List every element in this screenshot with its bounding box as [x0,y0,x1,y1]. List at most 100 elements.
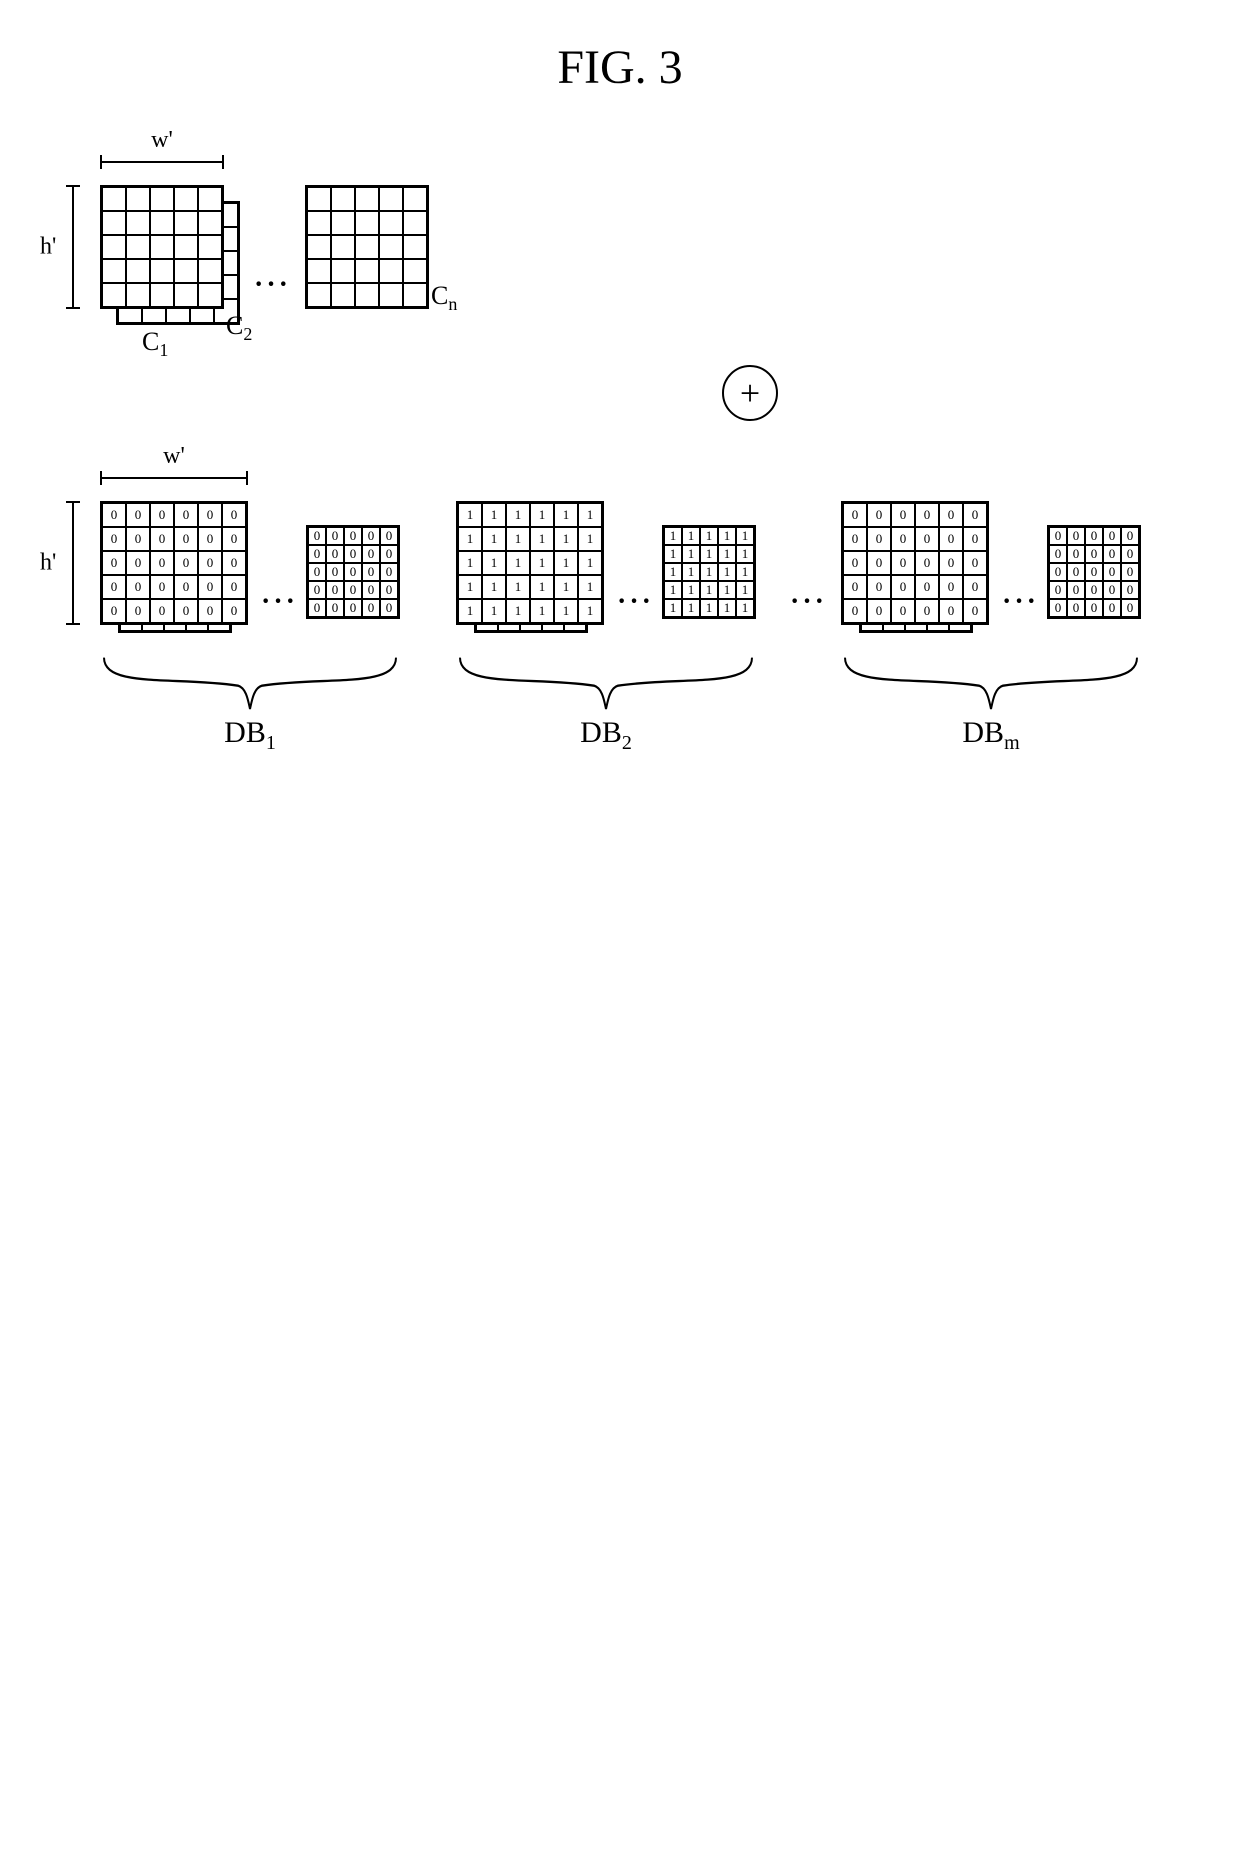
matrix-cell: 1 [458,503,482,527]
matrix-cell: 0 [1049,599,1067,617]
matrix-cell: 0 [150,503,174,527]
matrix-cell: 0 [915,503,939,527]
matrix-cell [174,211,198,235]
matrix-cell [331,211,355,235]
db-stack: 1111111111111111111111111111111111111111… [456,501,609,643]
matrix-cell: 0 [963,575,987,599]
label: DB1 [224,716,276,755]
plus-operator: + [722,365,778,421]
matrix-cell: 0 [939,551,963,575]
matrix-cell: 0 [326,581,344,599]
matrix-cell [102,211,126,235]
matrix-cell: 0 [915,599,939,623]
matrix-cell: 0 [891,503,915,527]
matrix-cell: 1 [664,599,682,617]
matrix-cell: 0 [198,503,222,527]
matrix-cell [126,211,150,235]
channel-stack: C1C2h'w' [100,185,240,325]
matrix-cell: 0 [174,527,198,551]
matrix-cell: 0 [939,575,963,599]
row-db-groups: 0000000000000000000000000000000000000000… [100,471,1220,643]
matrix-cell: 0 [915,575,939,599]
matrix-cell [403,259,427,283]
matrix-cell [126,283,150,307]
matrix-cell: 0 [362,581,380,599]
dim-w: w' [100,471,248,485]
db-stack: 0000000000000000000000000 [306,525,400,619]
matrix-cell [379,211,403,235]
matrix-cell: 0 [1121,599,1139,617]
matrix-cell: 0 [1067,581,1085,599]
matrix-cell [174,187,198,211]
matrix-cell: 0 [222,599,246,623]
matrix-cell: 1 [530,503,554,527]
matrix-cell: 0 [326,527,344,545]
matrix-cell [126,259,150,283]
matrix-cell: 1 [458,551,482,575]
matrix-cell: 0 [150,575,174,599]
matrix-cell: 1 [736,599,754,617]
matrix-cell [403,187,427,211]
matrix-cell: 1 [664,563,682,581]
figure-title: FIG. 3 [20,40,1220,95]
matrix-cell: 0 [1067,527,1085,545]
ellipsis: ··· [790,586,827,618]
matrix-cell: 0 [963,599,987,623]
matrix-cell [307,187,331,211]
matrix-cell: 0 [843,599,867,623]
matrix-cell: 0 [963,527,987,551]
matrix-cell: 1 [530,527,554,551]
matrix-cell: 1 [578,503,602,527]
matrix-cell: 0 [308,581,326,599]
matrix-cell: 1 [506,503,530,527]
matrix-cell: 1 [554,527,578,551]
matrix-cell: 0 [126,575,150,599]
matrix-cell [355,211,379,235]
matrix-cell: 1 [482,527,506,551]
matrix-cell [174,259,198,283]
matrix-cell [307,259,331,283]
matrix-cell [174,235,198,259]
matrix-cell [307,283,331,307]
channel-stack: Cn [305,185,429,309]
matrix-cell: 0 [126,503,150,527]
matrix-cell: 1 [578,599,602,623]
matrix-cell: 0 [1103,581,1121,599]
matrix-cell: 0 [1049,545,1067,563]
matrix-cell: 0 [174,575,198,599]
matrix-cell: 1 [718,527,736,545]
matrix-cell: 1 [718,545,736,563]
matrix-cell: 0 [867,503,891,527]
matrix-cell: 0 [344,527,362,545]
matrix-cell: 0 [102,599,126,623]
matrix-cell [331,187,355,211]
dim-w: w' [100,155,224,169]
matrix-cell: 0 [843,503,867,527]
matrix-cell: 0 [843,575,867,599]
matrix-grid: 000000000000000000000000000000 [100,501,248,625]
matrix-cell [150,283,174,307]
matrix-cell: 0 [150,599,174,623]
matrix-cell [126,187,150,211]
matrix-cell: 0 [1067,599,1085,617]
matrix-cell: 1 [700,527,718,545]
matrix-cell: 0 [1049,581,1067,599]
matrix-cell [150,211,174,235]
matrix-cell [102,283,126,307]
matrix-cell: 0 [198,527,222,551]
matrix-cell: 0 [344,599,362,617]
matrix-cell: 0 [380,527,398,545]
dim-h: h' [66,501,80,625]
matrix-cell [379,259,403,283]
matrix-cell [331,283,355,307]
matrix-cell: 0 [326,599,344,617]
matrix-cell: 1 [482,575,506,599]
matrix-cell [102,187,126,211]
matrix-grid [305,185,429,309]
matrix-cell: 0 [939,503,963,527]
matrix-cell: 0 [963,551,987,575]
matrix-cell: 0 [843,527,867,551]
matrix-cell: 0 [1049,563,1067,581]
matrix-cell [379,187,403,211]
matrix-cell [102,235,126,259]
